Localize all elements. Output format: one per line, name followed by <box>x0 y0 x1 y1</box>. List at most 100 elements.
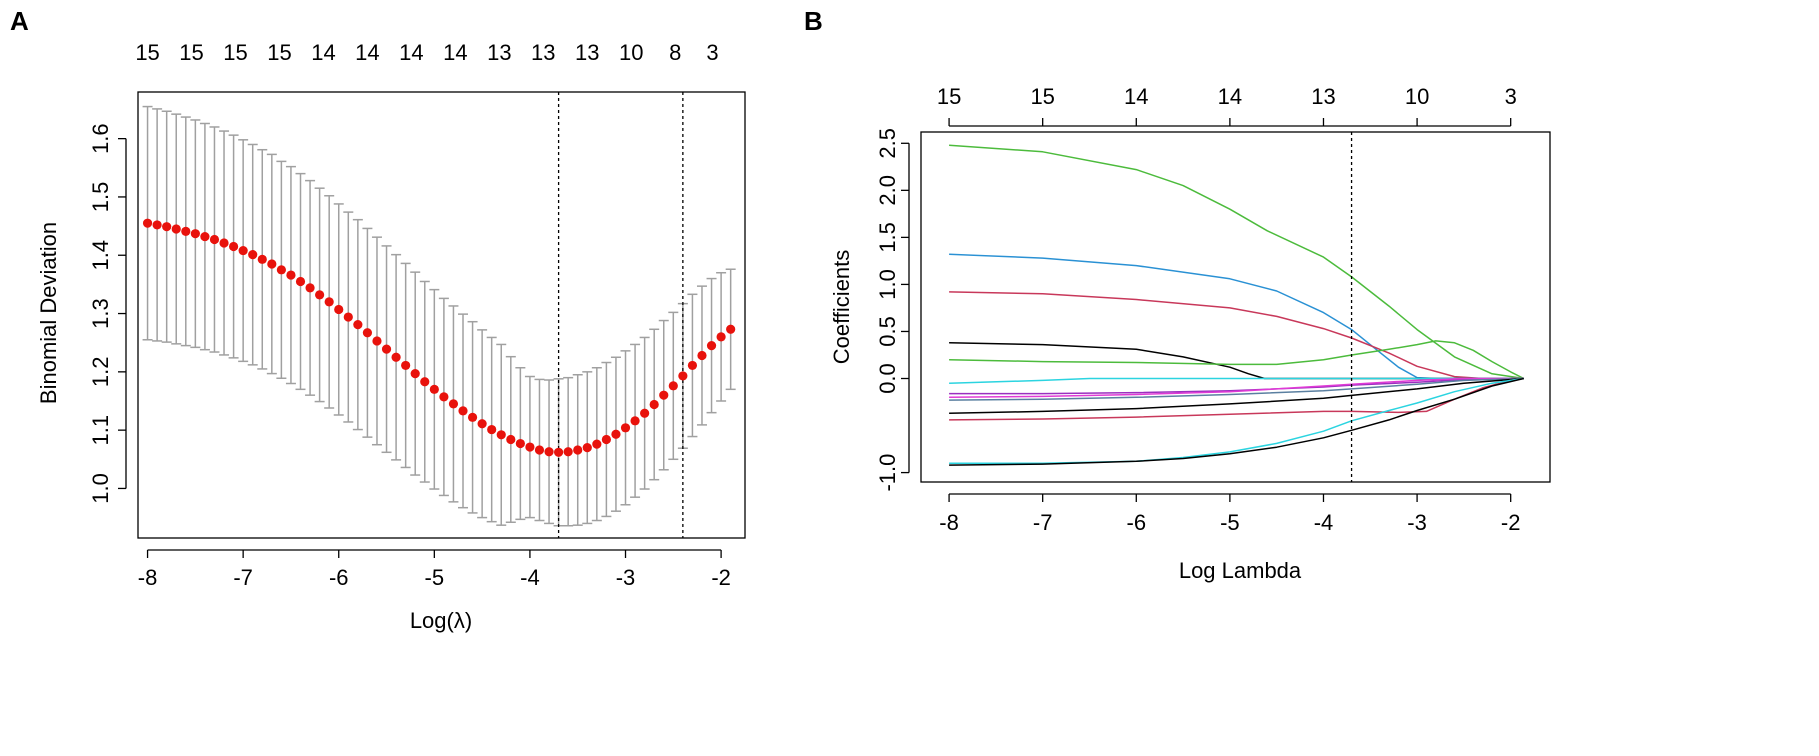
top-axis-label: 13 <box>487 40 511 65</box>
deviance-point <box>162 222 172 232</box>
deviance-point <box>496 430 506 440</box>
deviance-point <box>477 419 487 429</box>
deviance-point <box>716 332 726 342</box>
top-axis-label: 3 <box>706 40 718 65</box>
deviance-point <box>381 344 392 354</box>
x-tick-label: -3 <box>1407 510 1427 535</box>
y-tick-label: 1.0 <box>875 269 900 300</box>
top-axis-label: 14 <box>355 40 379 65</box>
y-tick-label: 1.2 <box>88 357 113 388</box>
deviance-point <box>620 423 631 433</box>
deviance-point <box>697 350 707 361</box>
top-axis-label: 13 <box>575 40 599 65</box>
coefficient-path-green-2 <box>949 340 1525 380</box>
y-tick-label: 2.0 <box>875 175 900 206</box>
y-tick-label: 0.0 <box>875 363 900 394</box>
x-tick-label: -8 <box>939 510 959 535</box>
panel-a-x-axis: -8 -7 -6 -5 -4 -3 -2 <box>138 549 731 590</box>
top-axis-label: 14 <box>1124 84 1148 109</box>
y-tick-label: 0.5 <box>875 316 900 347</box>
y-tick-label: -1.0 <box>875 454 900 492</box>
deviance-point <box>573 445 583 455</box>
top-axis-label: 13 <box>531 40 555 65</box>
panel-b: B 15 15 14 14 13 10 3 -8 -7 -6 -5 -4 -3 -2 -1.0 0.0 0.… <box>804 6 1551 583</box>
panel-a-reference-lines <box>557 92 684 538</box>
deviance-point <box>563 447 573 457</box>
panel-b-label: B <box>804 6 823 36</box>
deviance-point <box>410 368 420 379</box>
deviance-point <box>429 384 439 394</box>
deviance-point <box>678 371 688 381</box>
top-axis-label: 8 <box>669 40 681 65</box>
deviance-point <box>448 399 459 409</box>
deviance-point <box>228 241 239 252</box>
top-axis-label: 14 <box>443 40 467 65</box>
deviance-point <box>267 259 277 269</box>
deviance-point <box>420 377 430 387</box>
deviance-point <box>324 297 334 307</box>
panel-b-x-axis: -8 -7 -6 -5 -4 -3 -2 <box>939 493 1520 535</box>
y-tick-label: 1.1 <box>88 415 113 446</box>
deviance-point <box>687 360 698 371</box>
deviance-point <box>592 439 602 449</box>
x-tick-label: -7 <box>233 565 253 590</box>
panel-a: A 15 15 15 15 14 14 14 14 13 13 13 10 8 3 -8 -7 -6 -5 -4-… <box>10 6 746 633</box>
top-axis-label: 15 <box>1030 84 1054 109</box>
deviance-point <box>391 352 401 362</box>
deviance-point <box>295 276 306 287</box>
top-axis-label: 14 <box>399 40 423 65</box>
deviance-point <box>372 336 382 346</box>
deviance-point <box>257 254 267 264</box>
x-tick-label: -3 <box>616 565 636 590</box>
y-tick-label: 1.6 <box>88 123 113 154</box>
deviance-point <box>286 270 296 280</box>
x-tick-label: -4 <box>520 565 540 590</box>
x-tick-label: -2 <box>711 565 731 590</box>
deviance-point <box>334 304 344 315</box>
deviance-point <box>190 229 200 239</box>
y-tick-label: 2.5 <box>875 128 900 159</box>
deviance-point <box>601 434 611 445</box>
coefficient-path-magenta <box>949 377 1524 399</box>
deviance-point <box>506 434 516 445</box>
coefficient-path-red-1 <box>949 291 1524 380</box>
y-tick-label: 1.5 <box>875 222 900 253</box>
deviance-point <box>525 442 535 452</box>
coefficient-path-blue <box>949 253 1524 380</box>
panel-a-y-title: Binomial Deviation <box>36 222 61 404</box>
top-axis-label: 15 <box>135 40 159 65</box>
top-axis-label: 15 <box>937 84 961 109</box>
top-axis-label: 14 <box>1218 84 1242 109</box>
panel-a-y-axis: 1.0 1.1 1.2 1.3 1.4 1.5 1.6 <box>88 123 127 504</box>
panel-a-top-axis: 15 15 15 15 14 14 14 14 13 13 13 10 8 3 <box>135 40 718 65</box>
deviance-point <box>611 429 621 439</box>
top-axis-label: 15 <box>223 40 247 65</box>
deviance-point <box>142 218 153 228</box>
deviance-point <box>219 238 229 248</box>
deviance-point <box>315 290 325 300</box>
panel-b-coefficient-paths <box>949 144 1525 466</box>
deviance-point <box>649 399 659 410</box>
x-tick-label: -4 <box>1314 510 1334 535</box>
panel-b-y-axis: -1.0 0.0 0.5 1.0 1.5 2.0 2.5 <box>875 128 910 492</box>
deviance-point <box>726 324 736 334</box>
panel-a-plot-frame <box>137 91 746 539</box>
deviance-point <box>582 443 592 453</box>
panel-a-label: A <box>10 6 29 36</box>
coefficient-path-black-1 <box>949 342 1524 380</box>
deviance-point <box>248 250 258 260</box>
deviance-point <box>401 360 411 371</box>
y-tick-label: 1.4 <box>88 240 113 271</box>
top-axis-label: 15 <box>179 40 203 65</box>
panel-a-points <box>142 218 736 457</box>
deviance-point <box>181 226 191 236</box>
deviance-point <box>238 245 248 256</box>
y-tick-label: 1.0 <box>88 473 113 504</box>
deviance-point <box>353 320 363 330</box>
deviance-point <box>467 412 478 422</box>
deviance-point <box>544 447 554 457</box>
coefficient-path-green-1 <box>949 144 1524 380</box>
panel-a-error-bars <box>142 105 736 527</box>
